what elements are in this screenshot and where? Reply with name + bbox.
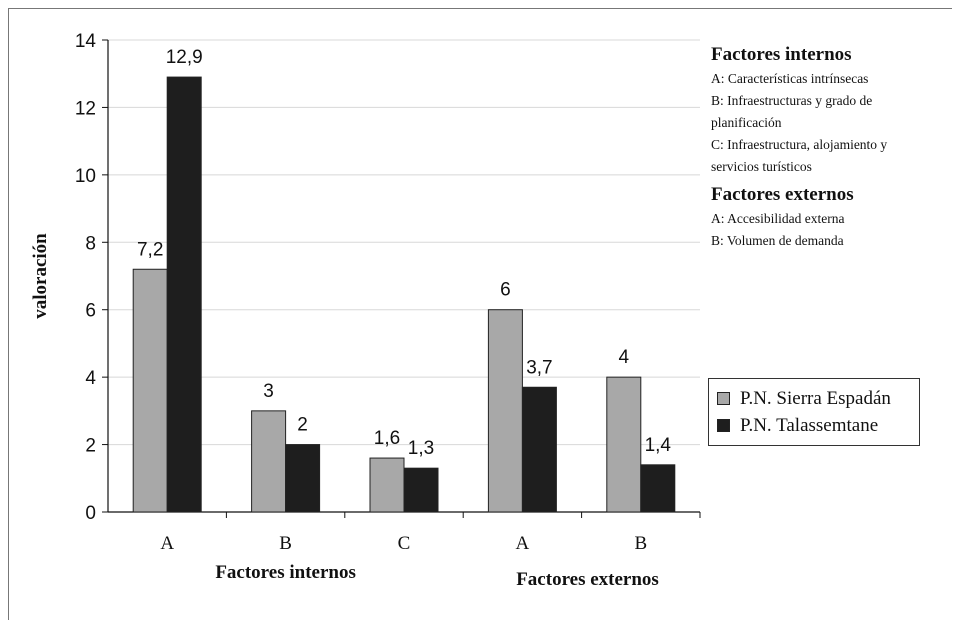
x-tick-label: A — [160, 533, 174, 554]
bar-value-label: 4 — [619, 347, 630, 368]
bar-value-label: 12,9 — [166, 47, 203, 68]
x-tick-label: B — [279, 533, 292, 554]
y-tick-label: 8 — [85, 233, 96, 254]
y-tick-label: 14 — [75, 31, 97, 52]
y-axis-title: valoración — [30, 233, 51, 319]
legend-label: P.N. Sierra Espadán — [740, 387, 891, 409]
y-tick-label: 10 — [75, 166, 96, 187]
bar — [521, 386, 557, 513]
x-tick-label: C — [398, 533, 411, 554]
notes-item: C: Infraestructura, alojamiento y — [711, 137, 888, 152]
group-label: Factores externos — [516, 569, 659, 590]
bar-value-label: 7,2 — [137, 239, 163, 260]
bar — [403, 467, 439, 513]
bar — [132, 268, 168, 513]
notes-heading-internos: Factores internos — [711, 44, 852, 65]
notes-item: B: Volumen de demanda — [711, 233, 844, 248]
group-label: Factores internos — [215, 562, 356, 583]
notes-item: B: Infraestructuras y grado de — [711, 93, 873, 108]
notes-item: planificación — [711, 115, 782, 130]
bar-value-label: 2 — [297, 415, 308, 436]
y-tick-label: 12 — [75, 98, 96, 119]
bar — [285, 444, 321, 513]
bar-value-label: 1,3 — [408, 438, 434, 459]
bar-value-label: 3,7 — [526, 357, 552, 378]
bar-value-label: 6 — [500, 280, 511, 301]
notes-item: A: Características intrínsecas — [711, 71, 869, 86]
legend-entry: P.N. Talassemtane — [717, 412, 911, 439]
bar — [369, 457, 405, 513]
bar — [166, 76, 202, 513]
bar-value-label: 1,6 — [374, 428, 400, 449]
legend-label: P.N. Talassemtane — [740, 414, 879, 436]
notes-item: servicios turísticos — [711, 159, 812, 174]
y-tick-label: 0 — [85, 503, 96, 524]
chart-legend: P.N. Sierra Espadán P.N. Talassemtane — [708, 378, 920, 446]
bar-value-label: 1,4 — [645, 435, 672, 456]
bar — [640, 464, 676, 513]
notes-heading-externos: Factores externos — [711, 184, 854, 205]
bar — [251, 410, 287, 513]
y-tick-label: 2 — [85, 436, 96, 457]
bar-value-label: 3 — [263, 381, 274, 402]
legend-entry: P.N. Sierra Espadán — [717, 385, 911, 412]
bar — [606, 376, 642, 513]
legend-swatch — [717, 419, 730, 432]
y-tick-label: 6 — [85, 301, 96, 322]
notes-item: A: Accesibilidad externa — [711, 211, 845, 226]
factor-notes: Factores internos A: Características int… — [711, 44, 951, 252]
y-tick-label: 4 — [85, 368, 96, 389]
x-tick-label: A — [516, 533, 530, 554]
chart-frame — [8, 8, 952, 620]
bar — [487, 309, 523, 513]
legend-swatch — [717, 392, 730, 405]
x-tick-label: B — [634, 533, 647, 554]
